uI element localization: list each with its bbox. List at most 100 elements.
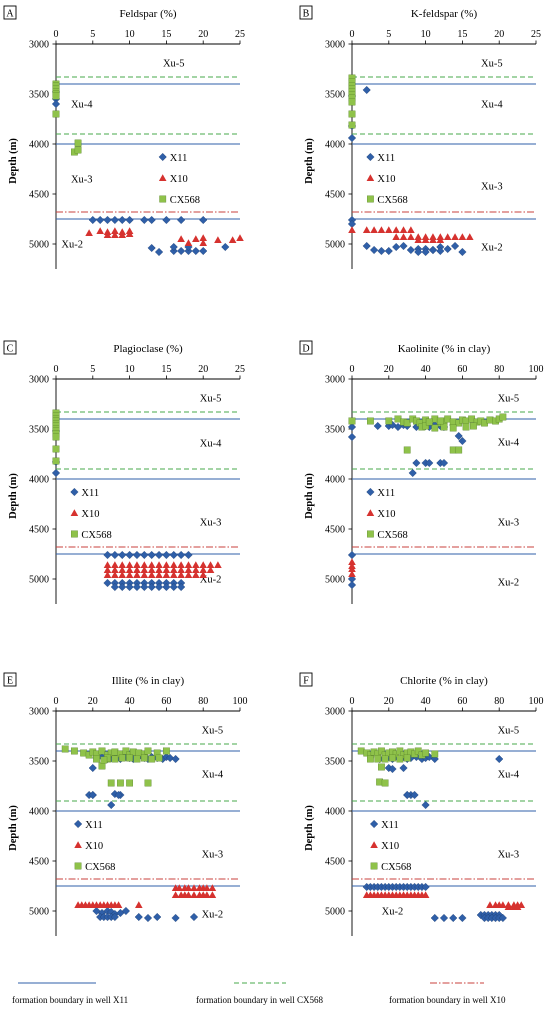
x-tick-label: 100	[529, 364, 544, 375]
data-point	[118, 561, 127, 569]
data-point	[191, 246, 200, 256]
data-point	[107, 800, 116, 810]
panel-a: A Feldspar (%) 0 5 10 15 20 25 3000 3500 4000 4500 5…	[3, 5, 245, 269]
data-point	[132, 582, 142, 592]
legend-marker	[158, 152, 167, 162]
data-point	[147, 571, 156, 579]
x-tick-label: 100	[529, 696, 544, 707]
x-tick-label: 5	[386, 29, 391, 40]
data-point	[125, 550, 134, 560]
x-tick-label: 80	[494, 696, 504, 707]
data-point	[348, 121, 356, 129]
y-tick-label: 4000	[29, 807, 49, 818]
data-point	[147, 215, 156, 225]
y-axis-label: Depth (m)	[8, 805, 19, 851]
data-point	[74, 139, 82, 147]
legend: X11 X10 CX568	[366, 152, 408, 206]
data-point	[147, 566, 156, 574]
data-point	[140, 566, 149, 574]
legend-marker	[369, 819, 379, 829]
data-point	[93, 755, 100, 763]
data-point	[396, 755, 404, 763]
data-point	[208, 891, 217, 899]
y-tick-label: 3500	[29, 90, 49, 101]
data-point	[498, 913, 507, 923]
data-point	[192, 571, 200, 579]
y-tick-label: 4000	[29, 140, 49, 151]
data-point	[362, 85, 371, 95]
data-point	[214, 236, 222, 244]
data-point	[114, 901, 123, 909]
legend-label: X11	[377, 488, 395, 499]
legend-label: X10	[377, 509, 395, 520]
data-point	[162, 571, 171, 579]
data-point	[392, 226, 400, 234]
y-axis-label: Depth (m)	[8, 138, 19, 184]
data-point	[348, 565, 356, 573]
legend-marker	[367, 530, 374, 538]
data-point	[421, 882, 430, 892]
panel-letter-box	[299, 5, 313, 20]
data-point	[154, 550, 164, 560]
data-point	[396, 747, 404, 755]
legend-label: X10	[170, 174, 188, 185]
data-point	[414, 247, 423, 257]
data-point	[486, 901, 494, 909]
x-tick-label: 40	[421, 696, 431, 707]
data-point	[85, 229, 93, 237]
data-point	[52, 110, 60, 118]
data-point	[399, 241, 408, 251]
series-x11	[347, 420, 467, 590]
x-tick-label: 5	[90, 29, 95, 40]
data-point	[462, 423, 470, 431]
data-point	[52, 457, 60, 465]
data-point	[450, 241, 460, 251]
x-tick-label: 80	[494, 364, 504, 375]
data-point	[385, 417, 393, 425]
series-cx568	[357, 747, 439, 787]
data-point	[103, 571, 112, 579]
zone-label: Xu-3	[498, 518, 520, 529]
data-point	[88, 790, 97, 800]
y-tick-label: 4500	[29, 857, 49, 868]
data-point	[96, 215, 105, 225]
data-point	[236, 234, 244, 242]
data-point	[190, 891, 198, 899]
data-point	[517, 901, 526, 909]
data-point	[184, 561, 193, 569]
data-point	[121, 906, 131, 916]
legend-marker	[159, 195, 167, 203]
data-point	[133, 571, 141, 579]
data-point	[107, 779, 115, 787]
x-tick-label: 20	[198, 364, 208, 375]
data-point	[399, 226, 408, 234]
data-point	[384, 246, 393, 256]
data-point	[110, 215, 119, 225]
panel-letter: C	[7, 344, 14, 355]
data-point	[135, 901, 143, 909]
data-point	[147, 550, 156, 560]
data-point	[118, 231, 127, 239]
zone-label: Xu-3	[202, 850, 224, 861]
data-point	[458, 233, 467, 241]
data-point	[403, 446, 411, 454]
y-tick-label: 5000	[29, 907, 49, 918]
data-point	[403, 790, 412, 800]
data-point	[348, 570, 356, 578]
legend-label: CX568	[81, 530, 111, 541]
y-tick-label: 5000	[325, 907, 345, 918]
data-point	[412, 458, 421, 468]
data-point	[184, 884, 193, 892]
data-point	[403, 754, 411, 762]
series-x10	[74, 884, 217, 909]
legend-marker	[366, 152, 375, 162]
y-tick-label: 3000	[29, 707, 49, 718]
data-point	[425, 458, 434, 468]
data-point	[465, 233, 474, 241]
x-tick-label: 0	[54, 364, 59, 375]
data-point	[399, 763, 408, 773]
bottom-legend-label-cx568: formation boundary in well CX568	[196, 995, 323, 1005]
data-point	[406, 245, 415, 255]
legend-marker	[70, 530, 78, 538]
data-point	[88, 215, 97, 225]
